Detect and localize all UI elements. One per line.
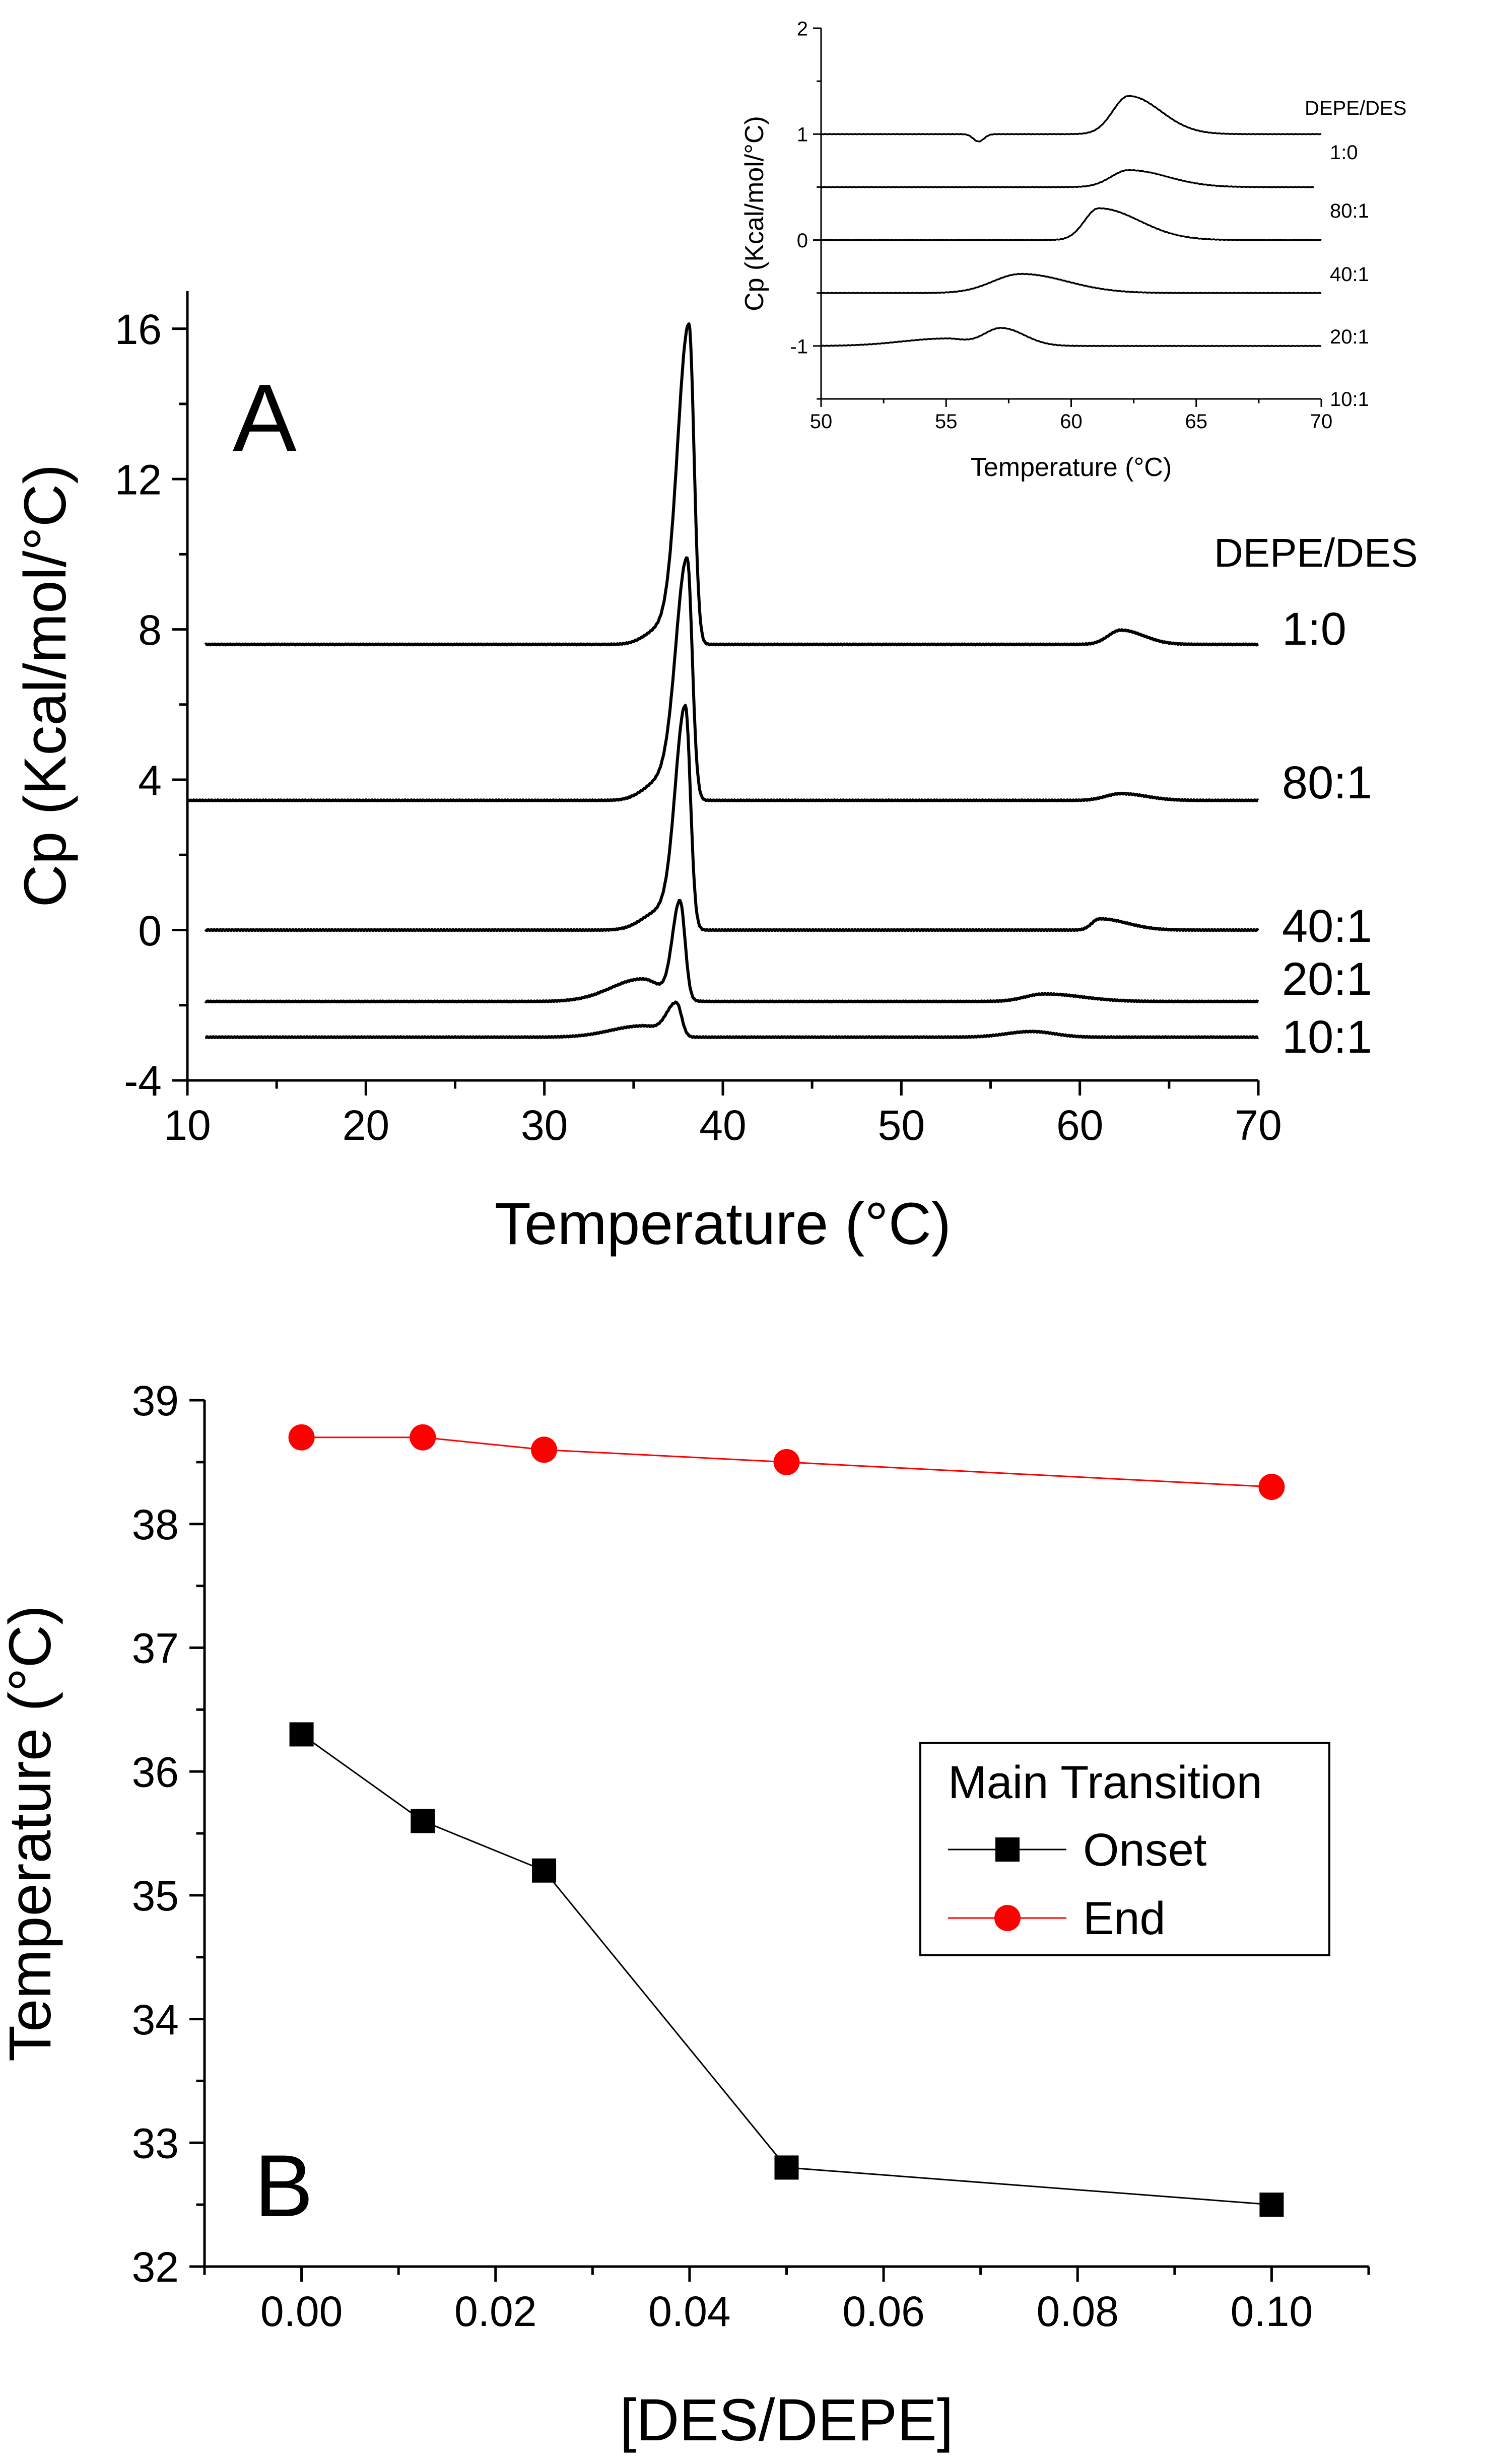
data-point-onset (1259, 2193, 1284, 2217)
trace-40-1 (821, 207, 1322, 241)
legend-title: Main Transition (948, 1757, 1262, 1808)
y-tick-label: 38 (132, 1501, 179, 1548)
y-axis-title: Cp (Kcal/mol/°C) (740, 116, 769, 311)
x-tick-label: 50 (878, 1102, 925, 1149)
trace-label: 20:1 (1282, 953, 1372, 1005)
panel-label: A (233, 365, 297, 471)
panel-a-inset: 50 55 60 65 70 -1 0 1 2 Temperature (°C) Cp (Kcal/… (740, 18, 1406, 482)
trace-80-1 (186, 556, 1259, 802)
trace-label: 1:0 (1330, 142, 1358, 164)
trace-label: 20:1 (1330, 326, 1369, 348)
data-point-onset (532, 1858, 557, 1883)
y-tick-label: -4 (124, 1057, 162, 1105)
legend-label: Onset (1083, 1824, 1206, 1876)
x-tick-label: 60 (1060, 410, 1083, 433)
x-tick-label: 70 (1310, 410, 1333, 433)
data-point-onset (289, 1722, 314, 1747)
panel-label: B (254, 2137, 313, 2235)
y-axis-title: Temperature (°C) (0, 1605, 63, 2062)
legend: Main Transition Onset End (919, 1742, 1330, 1956)
x-tick-label: 20 (343, 1102, 389, 1149)
y-tick-label: 36 (132, 1748, 179, 1796)
y-tick-label: 2 (797, 18, 808, 40)
trace-1-0 (821, 95, 1322, 143)
trace-80-1 (821, 169, 1314, 188)
x-tick-label: 0.00 (260, 2288, 343, 2335)
x-axis-title: Temperature (°C) (495, 1191, 951, 1257)
x-tick-label: 70 (1235, 1102, 1281, 1149)
y-tick-label: 33 (132, 2120, 179, 2167)
legend-marker-square (995, 1837, 1020, 1862)
y-tick-label: 37 (132, 1625, 179, 1672)
y-tick-label: 12 (115, 456, 162, 503)
data-point-end (288, 1424, 315, 1451)
x-axis-title: [DES/DEPE] (620, 2387, 953, 2453)
x-tick-label: 0.10 (1231, 2288, 1313, 2335)
panel-a: 10 20 30 40 50 60 70 -4 0 4 8 12 16 Temperature (°C) C… (12, 291, 1418, 1257)
x-tick-label: 60 (1056, 1102, 1103, 1149)
legend-marker-circle (994, 1905, 1021, 1931)
y-tick-label: 0 (138, 907, 162, 954)
legend-title: DEPE/DES (1214, 530, 1418, 575)
data-point-onset (411, 1809, 435, 1833)
x-tick-label: 0.02 (454, 2288, 537, 2335)
x-tick-label: 0.08 (1037, 2288, 1119, 2335)
x-tick-label: 65 (1185, 410, 1208, 433)
y-tick-label: 0 (797, 230, 808, 252)
trace-label: 80:1 (1330, 200, 1369, 222)
trace-1-0 (204, 322, 1259, 647)
x-tick-label: 50 (810, 410, 833, 433)
trace-label: 80:1 (1282, 757, 1372, 808)
trace-label: 40:1 (1282, 901, 1372, 952)
legend-label: End (1083, 1893, 1166, 1944)
y-tick-label: -1 (790, 335, 808, 358)
y-tick-label: 4 (138, 757, 162, 804)
data-point-end (1258, 1474, 1285, 1500)
x-tick-label: 40 (699, 1102, 746, 1149)
trace-20-1 (821, 272, 1322, 295)
data-point-end (531, 1436, 558, 1463)
trace-20-1 (204, 899, 1259, 1004)
trace-label: 10:1 (1282, 1011, 1372, 1063)
y-tick-label: 32 (132, 2243, 179, 2291)
data-point-end (410, 1424, 436, 1451)
x-axis-title: Temperature (°C) (971, 453, 1172, 482)
data-point-end (773, 1449, 800, 1475)
y-tick-label: 8 (138, 606, 162, 654)
x-tick-label: 0.06 (842, 2288, 925, 2335)
x-tick-label: 10 (164, 1102, 211, 1149)
trace-label: 40:1 (1330, 263, 1369, 286)
y-tick-label: 39 (132, 1377, 179, 1424)
x-tick-label: 55 (935, 410, 958, 433)
inset-legend-title: DEPE/DES (1305, 97, 1406, 119)
x-tick-label: 30 (521, 1102, 568, 1149)
y-axis-title: Cp (Kcal/mol/°C) (12, 464, 79, 908)
y-tick-label: 16 (115, 306, 162, 353)
y-tick-label: 34 (132, 1996, 179, 2043)
data-point-onset (774, 2155, 799, 2180)
trace-10-1 (205, 1000, 1259, 1040)
trace-label: 10:1 (1330, 388, 1369, 410)
panel-b: 0.00 0.02 0.04 0.06 0.08 0.10 32 33 34 35 36 37 38 39… (0, 1377, 1370, 2453)
trace-40-1 (204, 704, 1259, 932)
trace-10-1 (821, 326, 1322, 348)
y-tick-label: 35 (132, 1872, 179, 1920)
y-tick-label: 1 (797, 124, 808, 146)
trace-label: 1:0 (1282, 603, 1346, 655)
x-tick-label: 0.04 (648, 2288, 731, 2335)
